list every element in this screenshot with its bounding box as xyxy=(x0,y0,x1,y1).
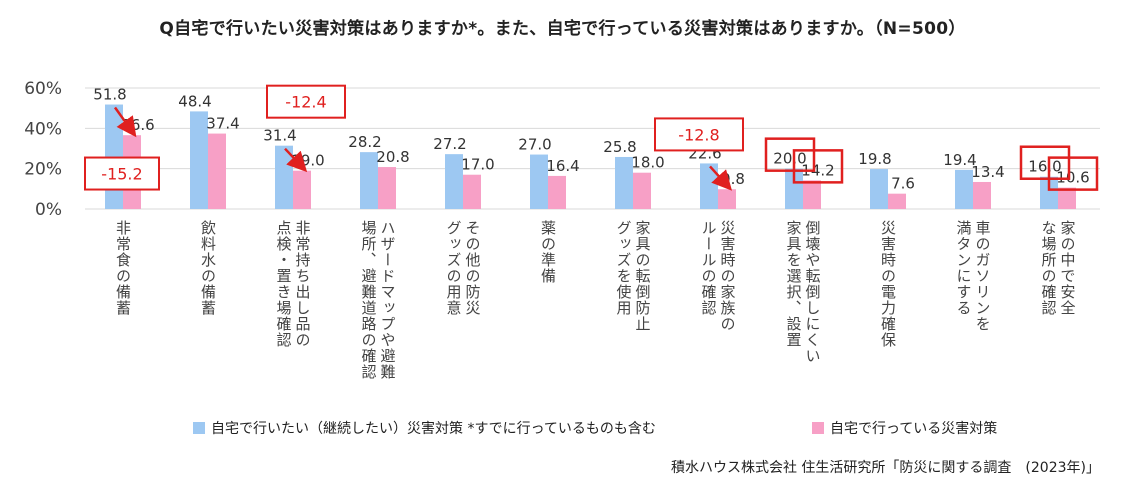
bar-series-1 xyxy=(870,169,888,209)
value-label-series-1: 19.4 xyxy=(943,151,976,169)
bars xyxy=(105,104,1076,209)
category-label: その他の防災 xyxy=(464,220,482,316)
category-label: 非常食の備蓄 xyxy=(114,220,132,316)
highlight-box xyxy=(764,137,816,172)
annotation-arrow xyxy=(284,147,308,173)
bar-series-1 xyxy=(360,152,378,209)
bar-series-2 xyxy=(888,193,906,209)
value-label-series-1: 20.0 xyxy=(773,150,806,168)
value-label-series-2: 16.4 xyxy=(546,157,579,175)
category-label: 非常持ち出し品の xyxy=(294,220,312,348)
bar-series-2 xyxy=(1058,187,1076,209)
bar-series-1 xyxy=(445,154,463,209)
annotation-box xyxy=(84,156,160,191)
highlight-box xyxy=(1047,156,1099,191)
bar-series-2 xyxy=(463,174,481,209)
category-label: 点検・置き場確認 xyxy=(275,220,293,348)
y-tick-label: 60% xyxy=(24,79,62,99)
annotation-label: -12.8 xyxy=(678,125,719,144)
value-label-series-1: 31.4 xyxy=(263,127,296,145)
value-label-series-1: 16.0 xyxy=(1028,158,1061,176)
value-label-series-2: 7.6 xyxy=(891,175,915,193)
value-label-series-2: 18.0 xyxy=(631,154,664,172)
bar-series-1 xyxy=(190,111,208,209)
value-label-series-2: 20.8 xyxy=(376,148,409,166)
value-label-series-1: 48.4 xyxy=(178,92,211,110)
value-label-series-1: 28.2 xyxy=(348,133,381,151)
category-label: 災害時の家族の xyxy=(719,220,737,332)
highlight-box xyxy=(1019,145,1071,180)
bar-series-1 xyxy=(785,168,803,209)
bar-series-1 xyxy=(530,154,548,209)
legend-label-series-1: 自宅で行いたい（継続したい）災害対策 *すでに行っているものも含む xyxy=(211,421,656,437)
value-label-series-2: 13.4 xyxy=(971,163,1004,181)
annotations: -15.2 -12.4 -12.8 xyxy=(84,84,1099,191)
bar-series-2 xyxy=(378,167,396,209)
category-label: 家の中で安全 xyxy=(1059,220,1077,316)
annotation-label: -12.4 xyxy=(285,93,326,112)
annotation-arrow xyxy=(709,165,733,191)
bar-series-2 xyxy=(718,189,736,209)
category-label: 満タンにする xyxy=(955,220,973,316)
annotation-box xyxy=(654,117,744,152)
y-axis: 0% 20% 40% 60% xyxy=(24,79,62,220)
category-label: ハザードマップや避難 xyxy=(379,220,397,380)
category-label: 家具の転倒防止 xyxy=(634,220,652,332)
bar-series-2 xyxy=(548,175,566,209)
gridlines xyxy=(85,87,1100,210)
value-labels: 51.836.648.437.431.419.028.220.827.217.0… xyxy=(93,86,1089,193)
bar-series-2 xyxy=(633,172,651,209)
value-label-series-1: 27.0 xyxy=(518,136,551,154)
value-label-series-2: 14.2 xyxy=(801,161,834,179)
bar-series-2 xyxy=(208,133,226,209)
value-label-series-2: 17.0 xyxy=(461,156,494,174)
value-label-series-2: 37.4 xyxy=(206,115,239,133)
bar-series-2 xyxy=(973,181,991,209)
bar-series-2 xyxy=(293,170,311,209)
category-label: 飲料水の備蓄 xyxy=(199,220,217,316)
bar-series-1 xyxy=(615,156,633,209)
value-label-series-2: 10.6 xyxy=(1056,169,1089,187)
value-label-series-1: 27.2 xyxy=(433,135,466,153)
legend-swatch-series-2 xyxy=(812,422,824,434)
legend-item-series-2: 自宅で行っている災害対策 xyxy=(812,418,997,438)
legend-swatch-series-1 xyxy=(193,422,205,434)
highlight-box xyxy=(792,149,844,184)
annotation-label: -15.2 xyxy=(101,165,142,184)
legend-item-series-1: 自宅で行いたい（継続したい）災害対策 *すでに行っているものも含む xyxy=(193,418,656,438)
category-label: グッズを使用 xyxy=(615,220,633,316)
annotation-box xyxy=(266,84,346,119)
chart-title: Q自宅で行いたい災害対策はありますか*。また、自宅で行っている災害対策はあります… xyxy=(159,19,966,39)
category-label: 倒壊や転倒しにくい xyxy=(804,220,822,364)
bar-series-1 xyxy=(1040,176,1058,209)
y-tick-label: 40% xyxy=(24,119,62,139)
value-label-series-1: 25.8 xyxy=(603,138,636,156)
category-label: 家具を選択、設置 xyxy=(785,220,803,348)
bar-series-2 xyxy=(803,180,821,209)
value-label-series-1: 51.8 xyxy=(93,86,126,104)
legend-label-series-2: 自宅で行っている災害対策 xyxy=(830,421,998,437)
value-label-series-2: 9.8 xyxy=(721,170,745,188)
category-label: な場所の確認 xyxy=(1040,220,1058,316)
category-label: 災害時の電力確保 xyxy=(879,220,897,348)
bar-series-1 xyxy=(955,169,973,209)
source-note: 積水ハウス株式会社 住生活研究所「防災に関する調査 (2023年)」 xyxy=(670,460,1100,476)
value-label-series-1: 19.8 xyxy=(858,150,891,168)
annotation-arrow xyxy=(113,106,137,138)
category-label: 薬の準備 xyxy=(539,220,557,284)
category-label: 場所、避難道路の確認 xyxy=(360,220,378,380)
bar-series-1 xyxy=(700,163,718,209)
category-label: ルールの確認 xyxy=(700,220,718,316)
category-label: グッズの用意 xyxy=(445,220,463,316)
y-tick-label: 20% xyxy=(24,160,62,180)
y-tick-label: 0% xyxy=(35,200,62,220)
category-label: 車のガソリンを xyxy=(974,220,992,332)
